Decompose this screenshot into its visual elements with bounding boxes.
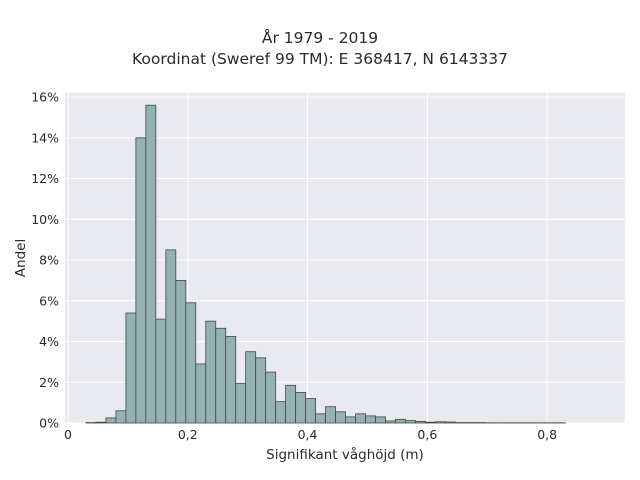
x-tick-label: 0,2: [178, 427, 198, 442]
histogram-bar: [285, 384, 297, 424]
histogram-bar: [315, 413, 326, 424]
histogram-bar: [105, 417, 117, 424]
y-axis-label: Andel: [13, 238, 29, 278]
histogram-bar: [375, 416, 386, 424]
histogram-bar: [185, 302, 197, 424]
histogram-bar: [235, 382, 247, 424]
y-tick-label: 12%: [31, 171, 59, 186]
histogram-bar: [435, 421, 446, 424]
histogram-bar: [245, 351, 257, 424]
y-tick-label: 8%: [39, 253, 59, 268]
x-tick-label: 0: [64, 427, 72, 442]
y-tick-label: 0%: [39, 416, 59, 431]
histogram-bar: [95, 421, 107, 424]
histogram-bar: [215, 327, 227, 424]
x-tick-label: 0,8: [537, 427, 557, 442]
histogram-bar: [155, 318, 167, 424]
histogram-bar: [345, 416, 356, 424]
y-tick-label: 10%: [31, 212, 59, 227]
x-axis-label: Signifikant våghöjd (m): [266, 447, 424, 463]
y-tick-label: 2%: [39, 375, 59, 390]
tick-labels: 0% 2% 4% 6% 8% 10% 12% 14% 16% 0 0,2 0,4 0,6 0,8: [31, 90, 557, 442]
chart-title: År 1979 - 2019: [261, 29, 379, 47]
histogram-bar: [385, 420, 396, 424]
histogram-bar: [355, 413, 366, 424]
x-tick-label: 0,4: [298, 427, 318, 442]
histogram-bar: [255, 357, 267, 424]
histogram-bar: [405, 420, 416, 424]
histogram-bar: [295, 392, 307, 424]
bars: [85, 104, 566, 424]
histogram-bar: [335, 411, 346, 424]
histogram-bar: [265, 371, 277, 424]
x-tick-label: 0,6: [417, 427, 437, 442]
histogram-bar: [325, 406, 336, 424]
histogram-bar: [195, 363, 207, 424]
chart-subtitle: Koordinat (Sweref 99 TM): E 368417, N 61…: [132, 50, 508, 68]
y-tick-label: 14%: [31, 130, 59, 145]
histogram-bar: [365, 415, 376, 424]
histogram-bar: [175, 280, 187, 424]
histogram-bar: [305, 398, 316, 424]
histogram-bar: [165, 249, 177, 424]
y-tick-label: 16%: [31, 90, 59, 105]
histogram-bar: [275, 401, 287, 424]
y-tick-label: 4%: [39, 334, 59, 349]
histogram-bar: [444, 421, 456, 424]
histogram-bar: [135, 137, 147, 424]
histogram-bar: [395, 418, 406, 424]
y-tick-label: 6%: [39, 293, 59, 308]
histogram-bar: [205, 320, 217, 424]
histogram-bar: [425, 421, 436, 424]
histogram-bar: [415, 420, 426, 424]
histogram-bar: [225, 336, 237, 424]
histogram-bar: [125, 312, 137, 424]
histogram-bar: [115, 410, 127, 424]
histogram-bar: [145, 104, 157, 424]
grid-lines: [65, 93, 625, 424]
